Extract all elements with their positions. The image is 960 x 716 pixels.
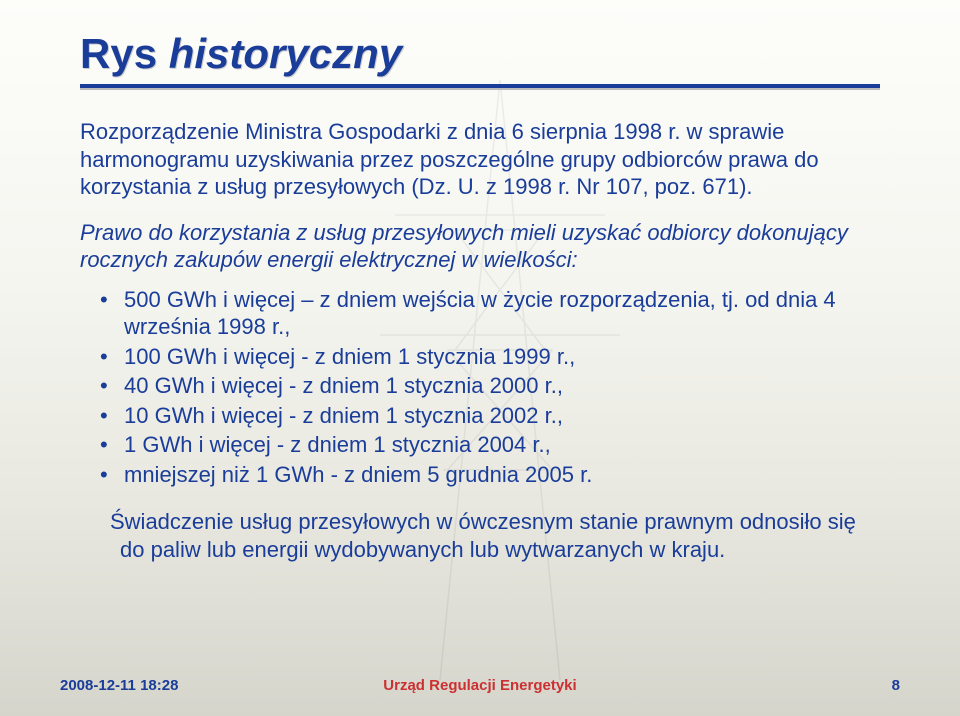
footer-timestamp: 2008-12-11 18:28 xyxy=(60,677,178,694)
list-item: 10 GWh i więcej - z dniem 1 stycznia 200… xyxy=(100,402,890,430)
bullet-list: 500 GWh i więcej – z dniem wejścia w życ… xyxy=(100,286,890,489)
paragraph-closing: Świadczenie usług przesyłowych w ówczesn… xyxy=(90,508,880,563)
footer-center: Urząd Regulacji Energetyki xyxy=(383,677,576,694)
footer-page-number: 8 xyxy=(892,677,900,694)
paragraph-intro: Prawo do korzystania z usług przesyłowyc… xyxy=(80,219,890,274)
paragraph-regulation: Rozporządzenie Ministra Gospodarki z dni… xyxy=(80,118,890,201)
list-item: mniejszej niż 1 GWh - z dniem 5 grudnia … xyxy=(100,461,890,489)
list-item: 1 GWh i więcej - z dniem 1 stycznia 2004… xyxy=(100,431,890,459)
list-item: 500 GWh i więcej – z dniem wejścia w życ… xyxy=(100,286,890,341)
list-item: 40 GWh i więcej - z dniem 1 stycznia 200… xyxy=(100,372,890,400)
title-divider xyxy=(80,84,880,88)
slide-title: Rys historyczny xyxy=(80,30,900,78)
title-text-2: historyczny xyxy=(169,30,402,77)
list-item: 100 GWh i więcej - z dniem 1 stycznia 19… xyxy=(100,343,890,371)
title-text-1: Rys xyxy=(80,30,169,77)
slide-footer: 2008-12-11 18:28 Urząd Regulacji Energet… xyxy=(60,677,900,694)
